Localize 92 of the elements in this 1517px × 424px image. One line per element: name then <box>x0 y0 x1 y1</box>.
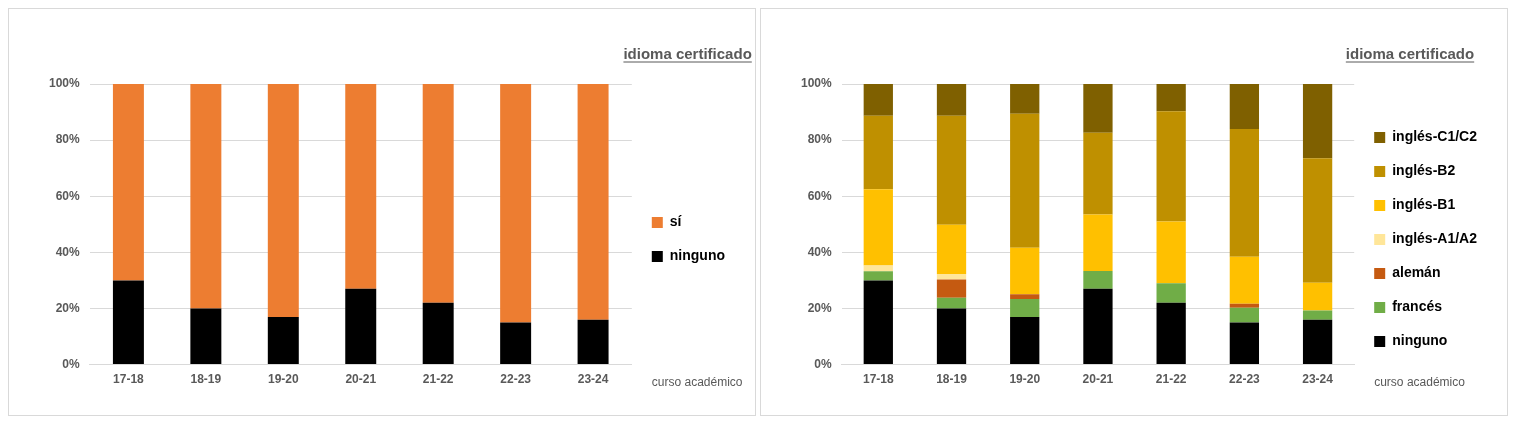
bar <box>1156 84 1186 112</box>
bar <box>1083 84 1113 133</box>
bar <box>1010 84 1040 114</box>
bar <box>1229 307 1260 323</box>
bar <box>863 271 893 281</box>
y-tick-label: 100% <box>48 76 81 91</box>
bar <box>936 308 967 365</box>
y-tick-label: 40% <box>807 244 833 259</box>
x-tick-label: 18-19 <box>936 372 968 387</box>
bar <box>422 302 454 365</box>
bar <box>1229 128 1260 257</box>
bar <box>1156 111 1186 222</box>
x-tick-label: 19-20 <box>267 372 299 387</box>
bar <box>1302 84 1333 159</box>
legend-label: sí <box>669 213 683 230</box>
bar <box>1229 84 1260 129</box>
bar <box>345 84 377 289</box>
bar <box>1302 319 1333 365</box>
x-tick-label: 17-18 <box>862 372 894 387</box>
bar <box>1302 282 1333 311</box>
x-tick-label: 19-20 <box>1009 372 1041 387</box>
bar <box>267 316 299 365</box>
bar <box>1010 294 1040 299</box>
y-tick-label: 60% <box>807 188 833 203</box>
x-tick-label: 22-23 <box>1229 372 1261 387</box>
bar <box>1229 303 1260 308</box>
y-tick-label: 20% <box>55 300 81 315</box>
legend-label: inglés-B1 <box>1392 196 1456 213</box>
legend-label: francés <box>1392 298 1443 315</box>
bar <box>1083 270 1113 289</box>
bar <box>863 189 893 266</box>
bar <box>267 84 299 317</box>
x-tick-label: 23-24 <box>1302 372 1334 387</box>
bar <box>1302 158 1333 283</box>
y-tick-label: 20% <box>807 300 833 315</box>
x-axis-title: curso académico <box>1374 374 1466 389</box>
x-tick-label: 20-21 <box>345 372 377 387</box>
y-tick-label: 40% <box>55 244 81 259</box>
bar <box>1156 283 1186 303</box>
y-tick-label: 0% <box>814 356 833 371</box>
x-tick-label: 21-22 <box>422 372 454 387</box>
bar <box>500 322 532 365</box>
bar <box>422 84 454 303</box>
bar <box>1010 247 1040 295</box>
x-axis-title: curso académico <box>651 374 743 389</box>
legend-label: ninguno <box>1392 332 1448 349</box>
text: idioma certificado <box>1345 45 1475 62</box>
bar <box>577 319 609 365</box>
bar <box>863 115 893 190</box>
bar <box>936 297 967 309</box>
bar <box>112 84 144 281</box>
bar <box>936 279 967 298</box>
bar <box>190 84 222 309</box>
legend-label: ninguno <box>669 247 725 264</box>
x-tick-label: 23-24 <box>577 372 609 387</box>
y-tick-label: 60% <box>55 188 81 203</box>
bar <box>1083 288 1113 365</box>
bar <box>1010 298 1040 317</box>
bar <box>1302 310 1333 320</box>
x-tick-label: 20-21 <box>1082 372 1114 387</box>
text: idioma certificado <box>623 45 752 62</box>
bar <box>1010 113 1040 248</box>
y-tick-label: 100% <box>800 76 833 91</box>
bar <box>936 115 967 225</box>
bar <box>1229 322 1260 365</box>
x-tick-label: 21-22 <box>1155 372 1187 387</box>
bar <box>863 84 893 116</box>
bar <box>112 280 144 365</box>
bar <box>863 280 893 365</box>
legend-label: alemán <box>1392 264 1441 281</box>
bar <box>1156 302 1186 365</box>
bar <box>1083 214 1113 271</box>
x-tick-label: 17-18 <box>113 372 145 387</box>
y-tick-label: 0% <box>62 356 81 371</box>
bar <box>1156 221 1186 284</box>
bar <box>936 273 967 280</box>
bar <box>190 308 222 365</box>
bar <box>1010 316 1040 365</box>
x-tick-label: 22-23 <box>500 372 532 387</box>
bar <box>577 84 609 320</box>
bar <box>345 288 377 365</box>
bar <box>500 84 532 323</box>
y-tick-label: 80% <box>807 132 833 147</box>
legend-label: inglés-A1/A2 <box>1392 230 1478 247</box>
bar <box>1229 256 1260 304</box>
x-tick-label: 18-19 <box>190 372 222 387</box>
legend-label: inglés-B2 <box>1392 162 1456 179</box>
bar <box>936 224 967 274</box>
bar <box>1083 132 1113 215</box>
bar <box>936 84 967 116</box>
legend-label: inglés-C1/C2 <box>1392 128 1478 145</box>
y-tick-label: 80% <box>55 132 81 147</box>
